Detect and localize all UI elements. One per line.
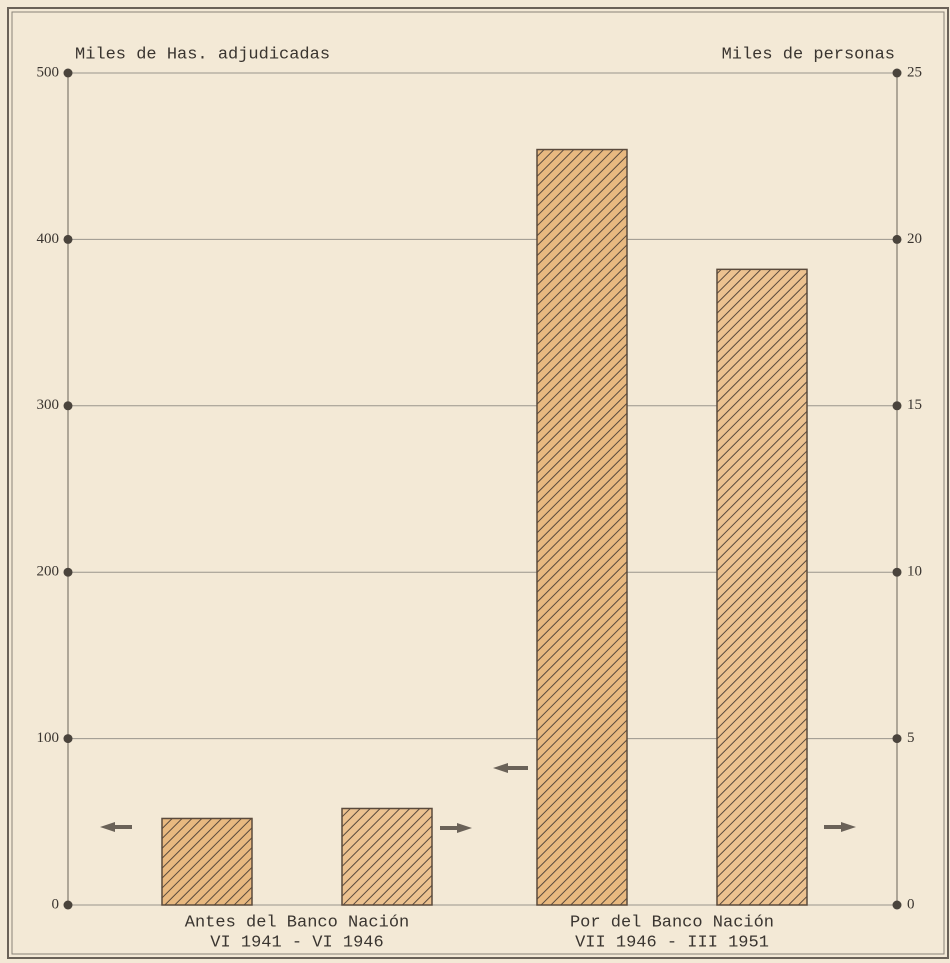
y-tick — [63, 68, 73, 78]
y2-axis-title: Miles de personas — [722, 45, 895, 64]
bar-hatch — [536, 148, 628, 906]
y-tick-label: 500 — [37, 64, 60, 80]
frame-inner — [11, 11, 945, 955]
y2-tick — [892, 234, 902, 244]
frame — [7, 7, 949, 959]
y-tick-label: 200 — [37, 564, 60, 580]
y2-tick — [892, 900, 902, 910]
y-tick — [63, 234, 73, 244]
y-tick — [63, 900, 73, 910]
y2-tick — [892, 734, 902, 744]
y2-tick-label: 25 — [907, 64, 922, 80]
y-tick-label: 400 — [37, 231, 60, 247]
y2-tick — [892, 68, 902, 78]
bar-hatch — [341, 807, 433, 906]
arrow-left — [100, 822, 132, 832]
arrow-left — [493, 763, 528, 773]
y2-tick-label: 0 — [907, 896, 915, 912]
y2-tick-label: 5 — [907, 730, 915, 746]
y2-tick-label: 15 — [907, 397, 922, 413]
bar-hatch — [716, 268, 808, 906]
y-tick-label: 300 — [37, 397, 60, 413]
y-axis-title: Miles de Has. adjudicadas — [75, 45, 330, 64]
y-tick-label: 0 — [52, 896, 60, 912]
x-tick-sublabel: VII 1946 - III 1951 — [575, 933, 769, 952]
y2-tick — [892, 567, 902, 577]
arrows — [100, 763, 856, 833]
y-tick — [63, 401, 73, 411]
y-tick — [63, 734, 73, 744]
y-tick — [63, 567, 73, 577]
y-tick-label: 100 — [37, 730, 60, 746]
x-tick-sublabel: VI 1941 - VI 1946 — [210, 933, 383, 952]
x-tick-label: Por del Banco Nación — [570, 913, 774, 932]
x-tick-label: Antes del Banco Nación — [185, 913, 409, 932]
y2-tick-label: 10 — [907, 564, 922, 580]
y2-tick-label: 20 — [907, 231, 922, 247]
arrow-right — [824, 822, 856, 832]
bar-hatch — [161, 817, 253, 906]
y2-tick — [892, 401, 902, 411]
arrow-right — [440, 823, 472, 833]
